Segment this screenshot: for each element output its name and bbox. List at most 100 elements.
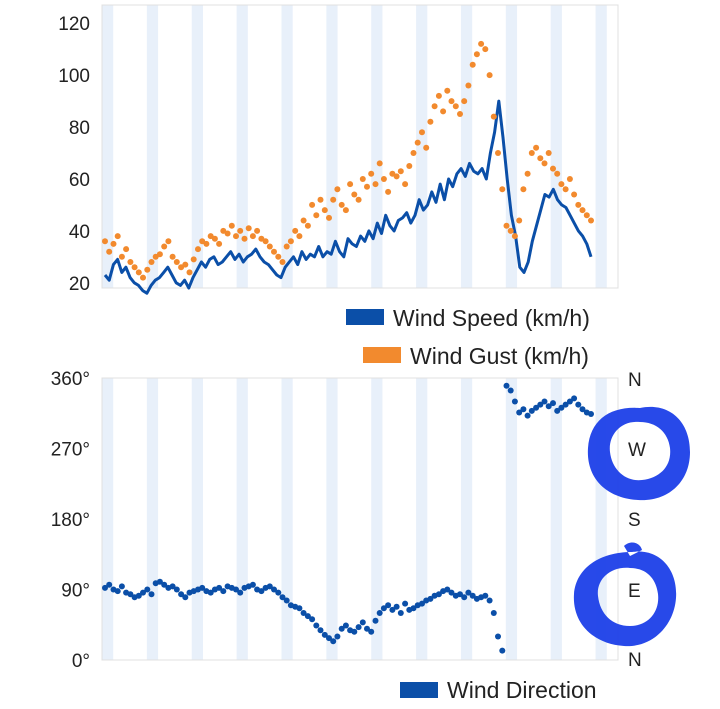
data-point: [444, 586, 451, 593]
data-point: [207, 589, 214, 596]
y-tick-label: 0°: [72, 651, 90, 672]
wind-direction-chart: 0° 90° 180° 270° 360° N W S E N: [51, 369, 646, 672]
grid-band: [102, 378, 114, 660]
data-point: [389, 606, 396, 613]
data-point: [245, 225, 252, 232]
grid-band: [371, 378, 383, 660]
data-point: [102, 238, 108, 245]
data-point: [342, 622, 349, 629]
data-point: [203, 240, 210, 247]
grid-band: [191, 378, 203, 660]
data-point: [537, 155, 544, 162]
data-point: [106, 581, 113, 588]
data-point: [254, 227, 261, 234]
data-point: [321, 631, 328, 638]
data-point: [317, 627, 324, 634]
grid-band: [505, 378, 518, 660]
y-tick-label: 20: [69, 274, 90, 295]
data-point: [457, 591, 463, 598]
data-point: [419, 129, 425, 136]
data-point: [355, 196, 362, 203]
data-point: [499, 647, 506, 654]
data-point: [161, 581, 168, 588]
data-point: [528, 150, 535, 156]
data-point: [342, 207, 349, 214]
data-point: [393, 603, 400, 610]
data-point: [330, 196, 337, 203]
data-point: [406, 163, 413, 169]
data-point: [144, 266, 151, 273]
grid-band: [460, 378, 473, 660]
data-point: [283, 597, 290, 604]
data-point: [279, 594, 286, 601]
data-point: [511, 398, 518, 405]
data-point: [309, 201, 316, 208]
data-point: [279, 259, 286, 265]
data-point: [114, 588, 121, 595]
data-point: [304, 613, 311, 620]
y-tick-label: 180°: [51, 510, 90, 531]
grid-band: [595, 5, 607, 288]
data-point: [385, 188, 392, 195]
data-point: [156, 578, 163, 585]
y-tick-label: 80: [69, 118, 90, 139]
data-point: [419, 600, 425, 607]
data-point: [334, 633, 341, 640]
legend-swatch-wind-speed: [346, 309, 384, 325]
data-point: [326, 214, 332, 221]
data-point: [140, 274, 146, 281]
data-point: [364, 183, 370, 190]
data-point: [507, 387, 514, 394]
wind-speed-chart: 20 40 60 80 100 120: [58, 4, 619, 295]
data-point: [473, 51, 480, 58]
data-point: [423, 144, 430, 151]
top-chart-background-bands: [102, 5, 607, 288]
data-point: [131, 264, 138, 271]
scribble-circle-east: [573, 542, 677, 647]
data-point: [292, 227, 299, 234]
data-point: [296, 233, 303, 240]
data-point: [140, 589, 146, 596]
data-point: [266, 583, 273, 590]
data-point: [503, 382, 510, 389]
data-point: [161, 243, 168, 250]
data-point: [550, 165, 556, 172]
data-point: [524, 412, 531, 419]
data-point: [583, 212, 590, 219]
wind-speed-line: [103, 99, 593, 295]
data-point: [397, 610, 404, 616]
data-point: [144, 586, 151, 593]
data-point: [110, 240, 117, 247]
data-point: [249, 233, 256, 240]
grid-band: [505, 5, 518, 288]
data-point: [478, 40, 485, 47]
data-point: [380, 605, 387, 612]
data-point: [199, 584, 206, 591]
data-point: [224, 230, 231, 237]
top-chart-frame: [101, 4, 619, 289]
data-point: [287, 238, 294, 245]
data-point: [326, 635, 332, 642]
data-point: [554, 407, 561, 414]
data-point: [469, 61, 476, 68]
data-point: [173, 259, 180, 265]
data-point: [258, 588, 265, 595]
data-point: [195, 246, 201, 253]
grid-band: [326, 378, 338, 660]
data-point: [309, 616, 316, 623]
grid-band: [460, 5, 473, 288]
data-point: [575, 201, 582, 208]
data-point: [402, 600, 409, 607]
data-point: [135, 269, 142, 276]
data-point: [266, 243, 273, 250]
data-point: [495, 150, 501, 156]
data-point: [106, 248, 113, 255]
data-point: [271, 586, 277, 593]
grid-band: [146, 5, 159, 288]
data-point: [334, 186, 341, 193]
data-point: [169, 253, 176, 260]
y-tick-label: 360°: [51, 369, 90, 390]
data-point: [554, 170, 561, 177]
grid-band: [416, 5, 428, 288]
